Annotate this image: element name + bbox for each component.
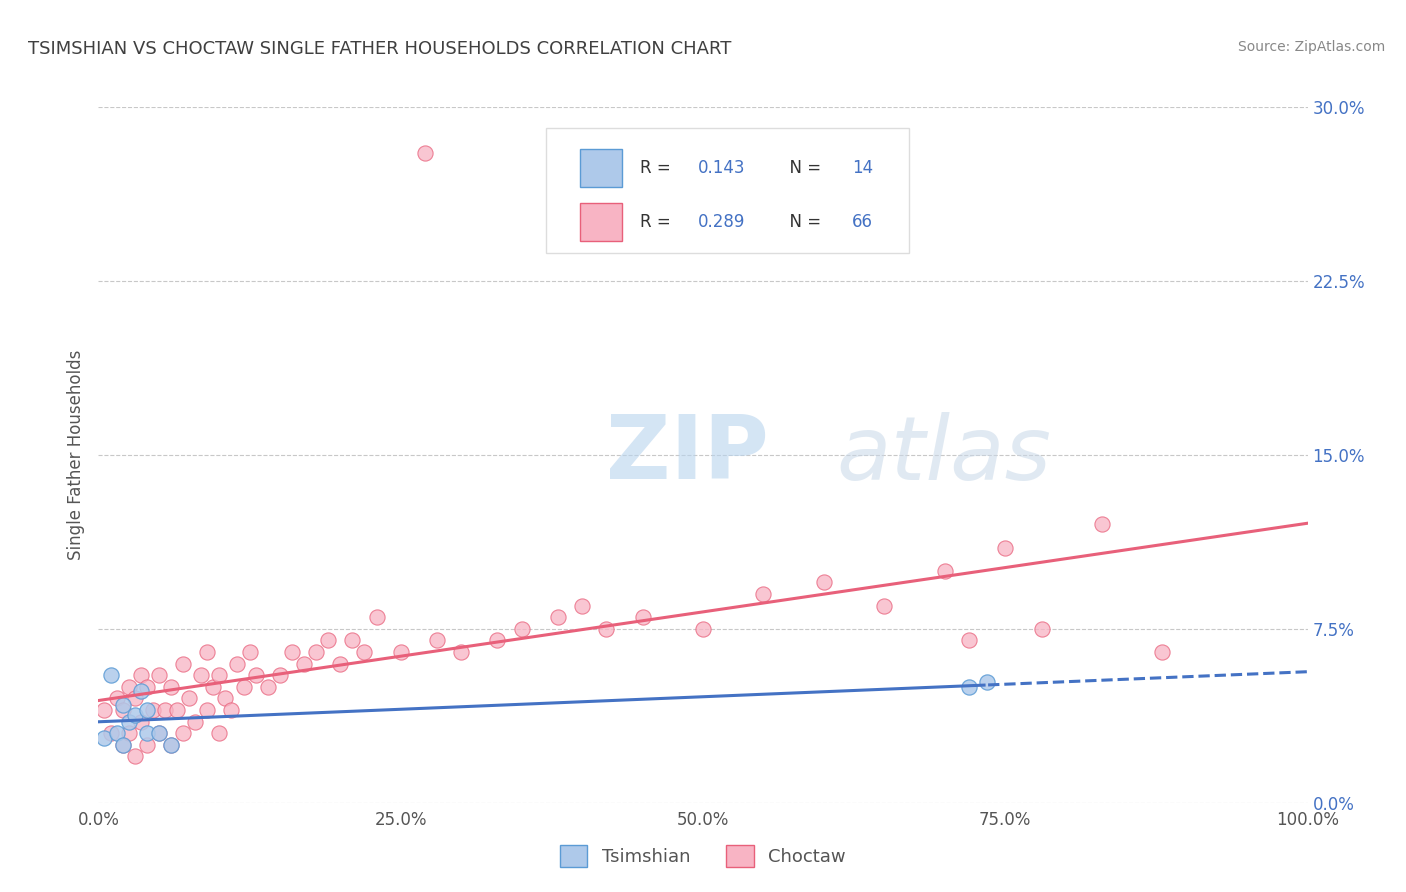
Point [571, 599, 593, 613]
Point [329, 657, 352, 671]
Point [111, 738, 134, 752]
Point [172, 726, 194, 740]
Point [124, 691, 146, 706]
Point [389, 645, 412, 659]
Bar [579, 149, 621, 187]
Point [316, 633, 339, 648]
Point [195, 645, 218, 659]
Point [142, 703, 165, 717]
Point [148, 726, 170, 740]
Point [105, 691, 128, 706]
Point [873, 599, 896, 613]
Text: 66: 66 [852, 212, 873, 231]
Point [1091, 517, 1114, 532]
Text: atlas: atlas [837, 412, 1050, 498]
Point [226, 657, 249, 671]
Point [305, 645, 328, 659]
Point [135, 738, 157, 752]
Point [111, 738, 134, 752]
Point [232, 680, 254, 694]
Point [486, 633, 509, 648]
Point [148, 726, 170, 740]
Point [129, 668, 152, 682]
Point [208, 668, 231, 682]
Point [957, 680, 980, 694]
Y-axis label: Single Father Households: Single Father Households [66, 350, 84, 560]
Point [135, 703, 157, 717]
Point [179, 691, 201, 706]
Point [129, 684, 152, 698]
Point [105, 726, 128, 740]
Point [292, 657, 315, 671]
Point [111, 698, 134, 713]
Point [148, 668, 170, 682]
Bar [579, 202, 621, 241]
Text: TSIMSHIAN VS CHOCTAW SINGLE FATHER HOUSEHOLDS CORRELATION CHART: TSIMSHIAN VS CHOCTAW SINGLE FATHER HOUSE… [28, 40, 731, 58]
Point [160, 738, 183, 752]
Text: R =: R = [640, 160, 676, 178]
Point [1031, 622, 1053, 636]
Point [172, 657, 194, 671]
Point [366, 610, 388, 624]
Point [1152, 645, 1174, 659]
Point [692, 622, 714, 636]
Text: Source: ZipAtlas.com: Source: ZipAtlas.com [1237, 40, 1385, 54]
Point [160, 738, 183, 752]
Point [124, 707, 146, 722]
Point [752, 587, 775, 601]
Point [269, 668, 291, 682]
Point [976, 675, 998, 690]
Point [239, 645, 262, 659]
Point [118, 714, 141, 729]
Point [208, 726, 231, 740]
Point [195, 703, 218, 717]
Point [118, 680, 141, 694]
Point [510, 622, 533, 636]
Point [934, 564, 956, 578]
Point [353, 645, 375, 659]
Text: ZIP: ZIP [606, 411, 769, 499]
Point [166, 703, 188, 717]
Point [135, 726, 157, 740]
Text: N =: N = [779, 160, 827, 178]
Point [221, 703, 243, 717]
Point [202, 680, 225, 694]
Point [184, 714, 207, 729]
Point [160, 680, 183, 694]
Point [631, 610, 654, 624]
Point [100, 726, 122, 740]
Point [111, 703, 134, 717]
Point [124, 749, 146, 764]
Point [100, 668, 122, 682]
Point [256, 680, 278, 694]
Point [129, 714, 152, 729]
Point [994, 541, 1017, 555]
Point [426, 633, 449, 648]
Point [450, 645, 472, 659]
Point [342, 633, 364, 648]
Point [118, 726, 141, 740]
Legend: Tsimshian, Choctaw: Tsimshian, Choctaw [553, 838, 853, 874]
Point [214, 691, 236, 706]
Point [153, 703, 176, 717]
Point [413, 146, 436, 161]
Point [93, 703, 115, 717]
Point [93, 731, 115, 745]
Text: R =: R = [640, 212, 676, 231]
Text: 0.289: 0.289 [699, 212, 745, 231]
Point [595, 622, 617, 636]
Text: 0.143: 0.143 [699, 160, 745, 178]
Point [813, 575, 835, 590]
Point [281, 645, 304, 659]
Point [547, 610, 569, 624]
Point [135, 680, 157, 694]
Text: 14: 14 [852, 160, 873, 178]
Text: N =: N = [779, 212, 827, 231]
Point [245, 668, 267, 682]
FancyBboxPatch shape [546, 128, 908, 253]
Point [957, 633, 980, 648]
Point [190, 668, 212, 682]
